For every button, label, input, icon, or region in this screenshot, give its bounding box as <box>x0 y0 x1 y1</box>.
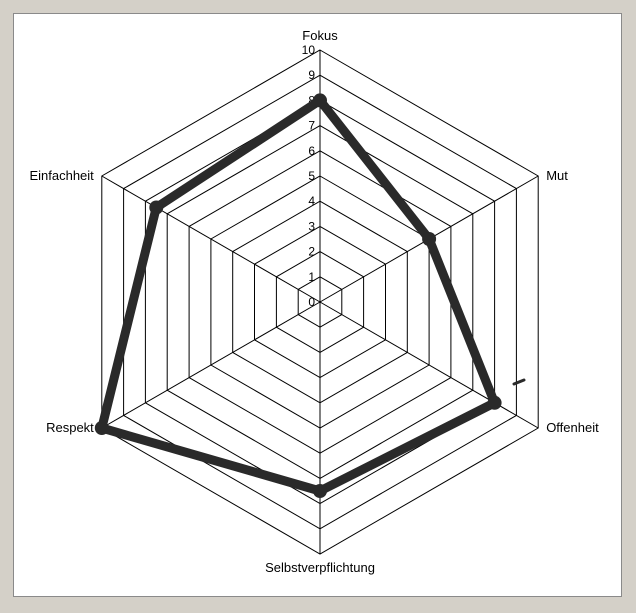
data-series <box>94 93 526 498</box>
axis-label: Offenheit <box>546 420 599 435</box>
stray-mark <box>512 378 526 386</box>
tick-label: 3 <box>308 219 315 233</box>
tick-label: 1 <box>308 270 315 284</box>
tick-label: 5 <box>308 169 315 183</box>
grid <box>101 49 539 555</box>
data-point <box>313 93 327 108</box>
axis-label: Selbstverpflichtung <box>265 560 375 575</box>
data-point <box>149 200 164 215</box>
data-point <box>313 484 327 498</box>
axis-spoke <box>319 301 539 429</box>
tick-label: 4 <box>308 194 315 208</box>
tick-label: 9 <box>308 68 315 82</box>
axis-label: Respekt <box>46 420 94 435</box>
axis-label: Mut <box>546 168 568 183</box>
axis-labels: Fokus Mut Offenheit Selbstverpflichtung Resp… <box>29 28 599 575</box>
axis-spoke <box>101 301 321 429</box>
data-point <box>94 421 109 435</box>
axis-label: Einfachheit <box>29 168 94 183</box>
axis-spoke <box>101 175 321 303</box>
data-point <box>422 232 437 246</box>
chart-panel: 0 1 2 3 4 5 6 7 8 9 10 Fokus Mut Offenheit Selbstverp… <box>13 13 622 597</box>
tick-label: 10 <box>302 43 316 57</box>
tick-label: 2 <box>308 245 315 259</box>
tick-label: 0 <box>308 295 315 309</box>
axis-label: Fokus <box>302 28 338 43</box>
data-point <box>487 395 502 410</box>
tick-label: 7 <box>308 119 315 133</box>
tick-label: 6 <box>308 144 315 158</box>
